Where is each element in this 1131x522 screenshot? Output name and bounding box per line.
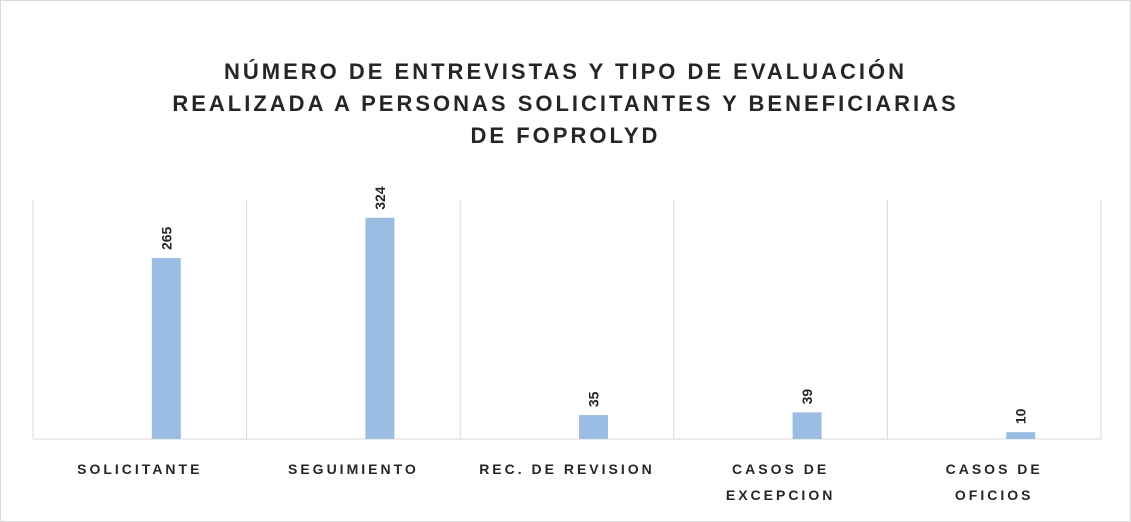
x-tick-label: SOLICITANTE [77,461,203,477]
x-tick-label: SEGUIMIENTO [288,461,419,477]
x-tick-label: CASOS DE OFICIOS [945,461,1043,503]
data-label: 35 [586,391,602,407]
data-label: 10 [1013,408,1029,424]
data-label: 39 [799,389,815,405]
chart-title: NÚMERO DE ENTREVISTAS Y TIPO DE EVALUACI… [172,59,959,148]
bar [1006,432,1036,439]
bar [151,258,181,439]
bar [792,412,822,439]
data-label: 265 [158,226,174,250]
bar [365,217,395,439]
x-tick-label: CASOS DE EXCEPCION [725,461,836,503]
data-label: 324 [372,186,388,210]
x-tick-label: REC. DE REVISION [479,461,655,477]
bar [579,415,608,439]
